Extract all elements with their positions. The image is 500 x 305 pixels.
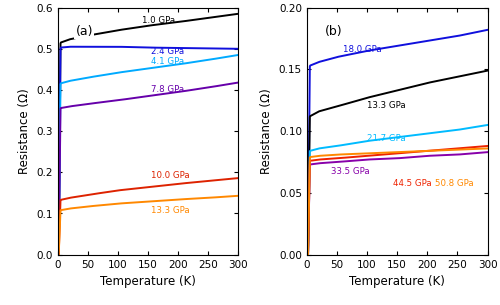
X-axis label: Temperature (K): Temperature (K) xyxy=(349,275,445,288)
Text: 44.5 GPa: 44.5 GPa xyxy=(393,178,432,188)
Text: 4.1 GPa: 4.1 GPa xyxy=(151,57,184,66)
X-axis label: Temperature (K): Temperature (K) xyxy=(100,275,196,288)
Text: (a): (a) xyxy=(76,25,93,38)
Text: 13.3 GPa: 13.3 GPa xyxy=(367,101,406,110)
Text: 7.8 GPa: 7.8 GPa xyxy=(151,85,184,95)
Text: 18.0 GPa: 18.0 GPa xyxy=(343,45,382,54)
Text: 2.4 GPa: 2.4 GPa xyxy=(151,47,184,56)
Text: 33.5 GPa: 33.5 GPa xyxy=(331,167,370,176)
Text: (b): (b) xyxy=(325,25,342,38)
Text: 1.0 GPa: 1.0 GPa xyxy=(142,16,175,25)
Y-axis label: Resistance (Ω): Resistance (Ω) xyxy=(18,88,30,174)
Text: 13.3 GPa: 13.3 GPa xyxy=(151,206,190,215)
Text: 10.0 GPa: 10.0 GPa xyxy=(151,171,190,180)
Text: 50.8 GPa: 50.8 GPa xyxy=(435,178,474,188)
Text: 21.7 GPa: 21.7 GPa xyxy=(367,134,406,143)
Y-axis label: Resistance (Ω): Resistance (Ω) xyxy=(260,88,274,174)
